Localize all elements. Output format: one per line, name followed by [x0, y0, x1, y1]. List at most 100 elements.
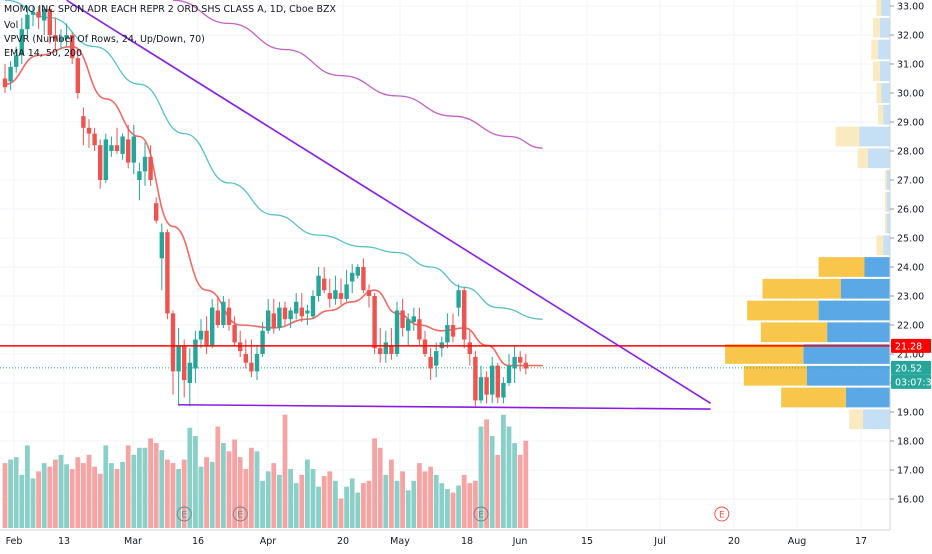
candle-body: [70, 35, 75, 59]
vpvr-up-bar: [818, 300, 890, 321]
candle-body: [131, 136, 136, 163]
candle-body: [260, 330, 265, 354]
volume-bar: [148, 438, 153, 528]
candle-body: [361, 267, 366, 291]
candle-body: [120, 136, 125, 154]
vpvr-down-bar: [781, 387, 846, 408]
candle-body: [19, 29, 24, 56]
candle-body: [406, 319, 411, 331]
y-tick-label: 33.00: [897, 2, 924, 13]
volume-bar: [366, 480, 372, 528]
y-tick-label: 24.00: [897, 263, 924, 274]
indicator-volume[interactable]: Vol: [4, 20, 19, 31]
y-tick-label: 23.00: [897, 292, 924, 303]
candle-body: [210, 307, 215, 346]
vpvr-up-bar: [803, 344, 890, 364]
candle-body: [450, 325, 456, 337]
trendline-upper[interactable]: [66, 0, 712, 404]
candle-body: [512, 356, 517, 369]
candle-body: [98, 145, 103, 180]
ema-50-line: [4, 0, 543, 320]
candle-body: [271, 313, 276, 328]
earnings-marker[interactable]: [473, 506, 489, 522]
drawings[interactable]: [0, 0, 890, 410]
volume-bar: [293, 483, 299, 528]
volume-bar: [422, 471, 428, 528]
candle-body: [434, 351, 439, 366]
vpvr-up-bar: [883, 235, 890, 256]
volume-bar: [478, 426, 484, 528]
x-tick-label: 13: [58, 536, 70, 547]
candle-body: [243, 354, 248, 363]
volume-bar: [193, 435, 198, 528]
earnings-marker[interactable]: [176, 506, 192, 522]
candles: [2, 6, 528, 407]
time-axis[interactable]: [0, 530, 932, 550]
candle-body: [58, 37, 64, 41]
y-tick-label: 26.00: [897, 205, 924, 216]
volume-bars: [2, 414, 529, 528]
vpvr-down-bar: [857, 148, 868, 169]
volume-bar: [501, 414, 506, 528]
volume-bar: [204, 457, 209, 528]
vpvr-up-bar: [845, 387, 890, 408]
candle-body: [372, 296, 377, 349]
candle-body: [467, 342, 472, 354]
candle-body: [103, 139, 108, 180]
candle-body: [344, 284, 349, 299]
earnings-marker[interactable]: [232, 506, 248, 522]
candle-body: [338, 293, 344, 299]
vpvr-down-bar: [873, 61, 880, 82]
volume-bar: [417, 463, 422, 528]
candle-body: [417, 319, 422, 340]
volume-bar: [165, 459, 170, 528]
volume-bar: [13, 457, 19, 528]
candle-body: [75, 58, 80, 93]
vpvr-up-bar: [827, 322, 890, 343]
price-label-horizontal: 21.28: [895, 341, 922, 352]
volume-bar: [215, 426, 221, 528]
vpvr-down-bar: [747, 300, 819, 321]
price-axis[interactable]: [890, 0, 932, 550]
vpvr-down-bar: [876, 83, 882, 103]
candle-body: [53, 35, 58, 41]
volume-bar: [153, 443, 159, 528]
candle-body: [36, 11, 41, 18]
candle-body: [154, 203, 159, 221]
candle-body: [389, 345, 394, 354]
indicator-vpvr[interactable]: VPVR (Number Of Rows, 24, Up/Down, 70): [4, 34, 205, 45]
volume-bar: [316, 486, 321, 528]
indicator-ema[interactable]: EMA 14, 50, 200: [4, 48, 83, 59]
x-tick-label: 15: [581, 536, 593, 547]
y-tick-label: 22.00: [897, 321, 924, 332]
volume-bar: [439, 483, 445, 528]
volume-bar: [226, 451, 232, 528]
volume-bar: [523, 440, 529, 528]
y-tick-label: 19.00: [897, 408, 924, 419]
volume-bar: [53, 459, 58, 528]
candle-body: [518, 356, 523, 363]
vpvr-up-bar: [862, 409, 890, 430]
candle-body: [277, 307, 282, 328]
candle-body: [126, 139, 131, 163]
candle-body: [238, 342, 243, 352]
earnings-marker[interactable]: [714, 506, 730, 522]
candle-body: [266, 310, 271, 331]
vpvr-up-bar: [881, 83, 890, 103]
price-label-horizontal-bg: [891, 338, 931, 353]
volume-bar: [428, 466, 433, 528]
candle-body: [422, 339, 428, 354]
symbol-title[interactable]: MOMO INC SPON ADR EACH REPR 2 ORD SHS CL…: [4, 4, 337, 15]
vpvr-up-bar: [859, 126, 890, 147]
volume-bar: [58, 454, 64, 528]
candle-body: [501, 383, 506, 398]
y-tick-label: 17.00: [897, 466, 924, 477]
trendline-lower[interactable]: [178, 403, 711, 410]
candle-body: [8, 66, 13, 82]
volume-bar: [271, 463, 277, 528]
volume-bar: [282, 414, 288, 528]
